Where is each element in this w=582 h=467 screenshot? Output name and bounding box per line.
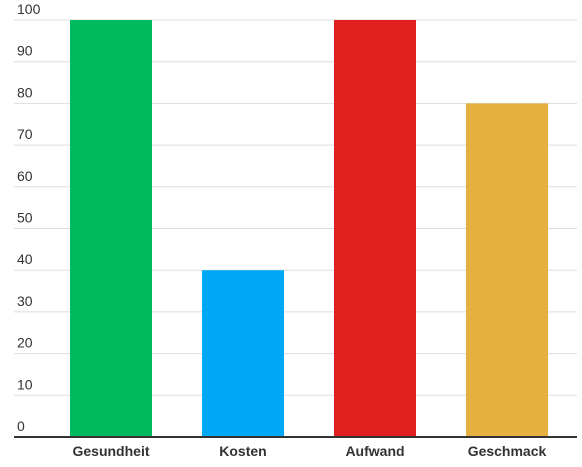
y-tick-label: 10 — [17, 376, 33, 392]
bar — [466, 103, 548, 438]
x-tick-label: Aufwand — [345, 443, 404, 459]
y-tick-label: 20 — [17, 335, 33, 351]
y-tick-label: 50 — [17, 210, 33, 226]
bar — [334, 20, 416, 437]
y-tick-label: 60 — [17, 168, 33, 184]
y-tick-label: 70 — [17, 126, 33, 142]
bar — [70, 20, 152, 437]
x-tick-label: Geschmack — [468, 443, 547, 459]
y-tick-label: 30 — [17, 293, 33, 309]
y-tick-label: 100 — [17, 1, 41, 17]
y-tick-label: 80 — [17, 84, 33, 100]
x-tick-label: Gesundheit — [72, 443, 149, 459]
y-tick-label: 40 — [17, 251, 33, 267]
y-tick-label: 90 — [17, 43, 33, 59]
x-tick-label: Kosten — [219, 443, 266, 459]
bar — [202, 270, 284, 437]
y-tick-label: 0 — [17, 418, 25, 434]
